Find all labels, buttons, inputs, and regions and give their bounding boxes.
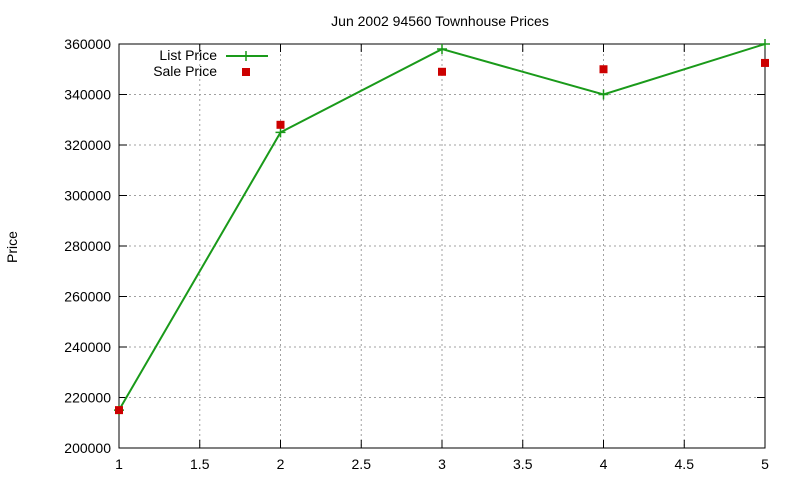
x-tick-label: 3.5 xyxy=(513,456,533,472)
y-tick-label: 320000 xyxy=(64,137,111,153)
series-layer xyxy=(114,39,770,416)
y-tick-label: 300000 xyxy=(64,188,111,204)
chart-title: Jun 2002 94560 Townhouse Prices xyxy=(331,13,549,29)
x-tick-label: 2 xyxy=(277,456,285,472)
grid-lines xyxy=(119,44,765,448)
axis-ticks xyxy=(118,43,766,449)
x-tick-label: 1.5 xyxy=(190,456,210,472)
sale-price-point xyxy=(599,65,608,74)
legend-marker-sale-price xyxy=(242,68,250,76)
x-tick-labels: 1 1.5 2 2.5 3 3.5 4 4.5 5 xyxy=(115,456,769,472)
legend: List Price Sale Price xyxy=(153,47,268,79)
y-tick-label: 360000 xyxy=(64,36,111,52)
y-tick-label: 200000 xyxy=(64,440,111,456)
y-axis-label: Price xyxy=(4,231,20,263)
legend-marker-list-price xyxy=(241,51,251,61)
sale-price-point xyxy=(115,406,123,415)
list-price-point xyxy=(275,127,286,138)
list-price-point xyxy=(598,89,609,100)
y-tick-label: 220000 xyxy=(64,390,111,406)
legend-label-sale-price: Sale Price xyxy=(153,63,217,79)
y-tick-label: 280000 xyxy=(64,238,111,254)
x-tick-label: 4 xyxy=(600,456,608,472)
x-tick-label: 2.5 xyxy=(352,456,372,472)
x-tick-label: 5 xyxy=(761,456,769,472)
x-tick-label: 4.5 xyxy=(675,456,695,472)
sale-price-point xyxy=(438,67,446,76)
list-price-point xyxy=(760,39,770,49)
y-tick-label: 240000 xyxy=(64,339,111,355)
x-tick-label: 3 xyxy=(438,456,446,472)
y-tick-labels: 200000 220000 240000 260000 280000 300000 3200… xyxy=(64,36,111,456)
list-price-point xyxy=(437,44,447,55)
legend-label-list-price: List Price xyxy=(159,47,217,63)
x-tick-label: 1 xyxy=(115,456,123,472)
sale-price-point xyxy=(761,58,769,67)
y-tick-label: 260000 xyxy=(64,289,111,305)
y-tick-label: 340000 xyxy=(64,87,111,103)
sale-price-point xyxy=(276,120,285,129)
